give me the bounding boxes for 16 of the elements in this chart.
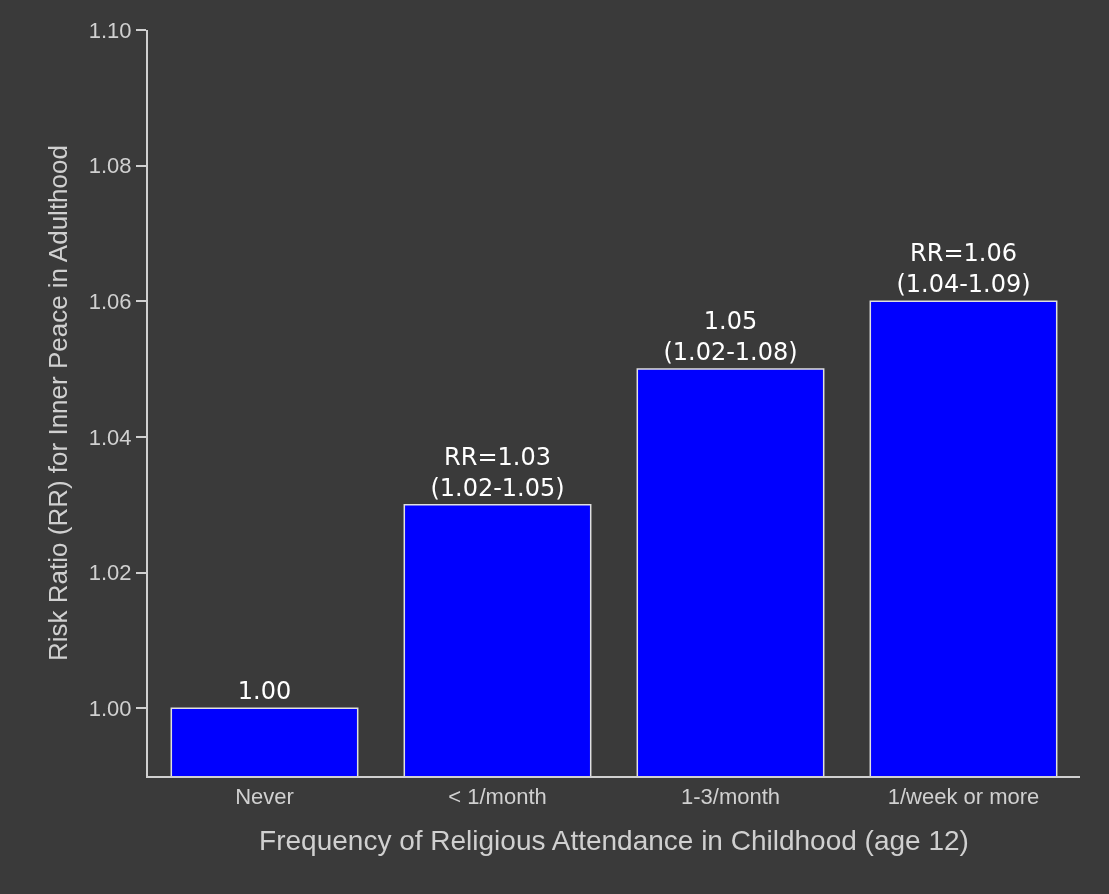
- data-label: 1.05 (1.02-1.08): [663, 306, 798, 367]
- y-axis-title: Risk Ratio (RR) for Inner Peace in Adulthood: [42, 145, 73, 661]
- data-label: RR=1.03 (1.02-1.05): [430, 442, 565, 502]
- x-tick-label: Never: [235, 784, 294, 810]
- x-axis-title: Frequency of Religious Attendance in Childhood (age 12): [259, 825, 969, 856]
- data-label: 1.00: [237, 677, 292, 706]
- y-tick-label: 1.06: [88, 288, 132, 314]
- y-tick-label: 1.02: [88, 560, 132, 586]
- x-tick-label: 1/week or more: [887, 784, 1040, 810]
- y-tick-label: 1.10: [88, 17, 132, 43]
- y-tick-label: 1.04: [88, 424, 132, 450]
- y-tick-label: 1.00: [88, 695, 132, 721]
- data-label: RR=1.06 (1.04-1.09): [896, 239, 1031, 299]
- x-tick-label: 1-3/month: [680, 784, 781, 810]
- x-tick-label: < 1/month: [448, 784, 547, 810]
- y-tick-label: 1.08: [88, 153, 132, 179]
